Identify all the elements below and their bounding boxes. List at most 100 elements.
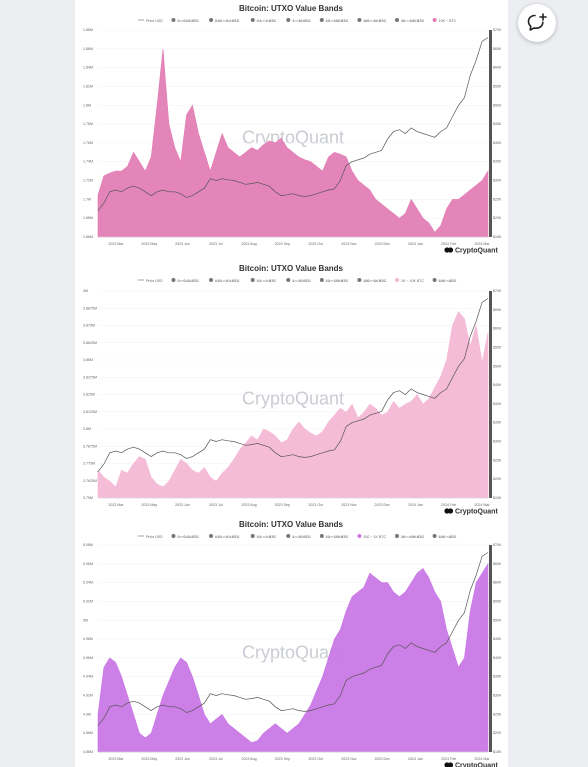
y-right-tick-label: $70K <box>493 289 502 293</box>
x-tick-label: 2023 Jun <box>175 503 190 507</box>
y-right-tick-label: $65K <box>493 47 502 51</box>
legend-item[interactable]: 0 ~ 0.01 BTC <box>171 18 199 23</box>
x-tick-label: 2023 May <box>141 242 157 246</box>
x-tick-label: 2023 Dec <box>374 757 390 761</box>
chart-svg: Bitcoin: UTXO Value Bands Price USD 0 ~ 0.… <box>83 264 502 516</box>
y-right-tick-label: $30K <box>493 440 502 444</box>
legend-item[interactable]: Price USD <box>138 19 163 23</box>
y-left-tick-label: 4.94M <box>83 675 93 679</box>
x-tick-label: 2023 Sep <box>275 503 290 507</box>
y-left-tick-label: 3.8625M <box>83 341 97 345</box>
legend-item[interactable]: 0.01 ~ 0.1 BTC <box>209 18 240 23</box>
legend-item[interactable]: 0.1 ~ 1 BTC <box>250 534 277 539</box>
chart-svg: Bitcoin: UTXO Value Bands Price USD 0 ~ 0.… <box>83 4 502 255</box>
y-left-tick-label: 1.76M <box>83 141 93 145</box>
legend-dot-swatch <box>395 534 399 538</box>
legend-label: 10 ~ 100 BTC <box>326 535 349 539</box>
y-left-tick-label: 1.66M <box>83 235 93 239</box>
comment-plus-icon <box>527 13 547 31</box>
y-right-tick-label: $25K <box>493 712 502 716</box>
legend-item[interactable]: 0.01 ~ 0.1 BTC <box>209 534 240 539</box>
legend-item[interactable]: 0 ~ 0.01 BTC <box>171 278 199 283</box>
legend-item[interactable]: 0 ~ 0.01 BTC <box>171 534 199 539</box>
y-left-tick-label: 4.92M <box>83 694 93 698</box>
legend-item[interactable]: 0.01 ~ 0.1 BTC <box>209 278 240 283</box>
legend-item[interactable]: 0.1 ~ 1 BTC <box>250 18 277 23</box>
legend-dot-swatch <box>171 278 176 282</box>
comment-plus-button[interactable] <box>518 4 556 42</box>
y-left-tick-label: 3.8125M <box>83 410 97 414</box>
y-right-tick-label: $35K <box>493 160 502 164</box>
legend-label: 10K ~ BTC <box>439 535 457 539</box>
watermark-text: CryptoQuant <box>242 389 344 409</box>
x-tick-label: 2024 Feb <box>441 503 456 507</box>
legend-item[interactable]: 100 ~ 1K BTC <box>357 534 386 539</box>
y-right-tick-label: $20K <box>493 216 502 220</box>
legend-item[interactable]: 1K ~ 10K BTC <box>395 18 424 23</box>
legend-item[interactable]: 10 ~ 100 BTC <box>319 18 349 23</box>
y-right-tick-label: $55K <box>493 599 502 603</box>
legend-item[interactable]: 1K ~ 10K BTC <box>395 278 424 283</box>
brand-mark-icon <box>447 247 454 253</box>
legend-dot-swatch <box>286 18 291 22</box>
y-right-tick-label: $45K <box>493 637 502 641</box>
legend-item[interactable]: Price USD <box>138 535 163 539</box>
x-tick-label: 2023 Nov <box>341 757 357 761</box>
legend-label: 1 ~ 10 BTC <box>292 19 311 23</box>
x-tick-label: 2023 Jul <box>209 503 223 507</box>
y-left-tick-label: 1.68M <box>83 216 93 220</box>
y-right-tick-label: $55K <box>493 345 502 349</box>
x-tick-label: 2024 Mar <box>474 242 490 246</box>
y-left-tick-label: 3.8375M <box>83 375 97 379</box>
y-right-tick-label: $25K <box>493 197 502 201</box>
x-tick-label: 2023 May <box>141 503 157 507</box>
right-axis-bar <box>489 291 492 498</box>
x-tick-label: 2024 Jan <box>408 242 423 246</box>
brand-mark-icon <box>447 508 454 514</box>
legend-dot-swatch <box>319 278 324 282</box>
legend-item[interactable]: 1 ~ 10 BTC <box>286 278 311 283</box>
legend-label: 10K ~ BTC <box>439 279 457 283</box>
legend-item[interactable]: 10 ~ 100 BTC <box>319 534 349 539</box>
legend-item[interactable]: 0.1 ~ 1 BTC <box>250 278 277 283</box>
legend-dot-swatch <box>395 278 399 282</box>
y-right-tick-label: $70K <box>493 543 502 547</box>
legend-item[interactable]: 10K ~ BTC <box>432 278 457 283</box>
y-left-tick-label: 5.08M <box>83 543 93 547</box>
legend-item[interactable]: 1 ~ 10 BTC <box>286 534 311 539</box>
y-right-tick-label: $50K <box>493 618 502 622</box>
legend-item[interactable]: 10K ~ BTC <box>432 534 457 539</box>
legend-dot-swatch <box>357 18 362 22</box>
legend-dot-swatch <box>250 278 255 282</box>
legend-dot-swatch <box>432 278 437 282</box>
y-left-tick-label: 1.8M <box>83 103 91 107</box>
x-tick-label: 2024 Jan <box>408 757 423 761</box>
legend-label: 0.01 ~ 0.1 BTC <box>215 19 240 23</box>
brand-mark-icon <box>447 762 454 767</box>
legend-dot-swatch <box>209 18 214 22</box>
y-left-tick-label: 1.84M <box>83 66 93 70</box>
legend-item[interactable]: 100 ~ 1K BTC <box>357 278 386 283</box>
legend-item[interactable]: 100 ~ 1K BTC <box>357 18 386 23</box>
brand-name: CryptoQuant <box>455 763 498 767</box>
legend-item[interactable]: 1 ~ 10 BTC <box>286 18 311 23</box>
chart-2: Bitcoin: UTXO Value Bands Price USD 0 ~ 0.… <box>75 260 508 518</box>
y-right-tick-label: $65K <box>493 308 502 312</box>
right-axis-bar <box>489 30 492 237</box>
legend-dot-swatch <box>319 534 324 538</box>
right-axis-bar <box>489 545 492 752</box>
legend-item[interactable]: 1K ~ 10K BTC <box>395 534 424 539</box>
legend-label: 0 ~ 0.01 BTC <box>177 19 199 23</box>
legend-item[interactable]: Price USD <box>138 279 163 283</box>
x-tick-label: 2023 Aug <box>241 757 256 761</box>
chart-1: Bitcoin: UTXO Value Bands Price USD 0 ~ 0.… <box>75 0 508 258</box>
y-right-tick-label: $35K <box>493 421 502 425</box>
legend-label: Price USD <box>146 535 163 539</box>
x-tick-label: 2023 Oct <box>308 242 323 246</box>
y-left-tick-label: 5M <box>83 618 88 622</box>
y-right-tick-label: $15K <box>493 235 502 239</box>
legend-dot-swatch <box>250 18 255 22</box>
legend-item[interactable]: 10K ~ BTC <box>432 18 457 23</box>
chart-title: Bitcoin: UTXO Value Bands <box>239 4 344 13</box>
legend-item[interactable]: 10 ~ 100 BTC <box>319 278 349 283</box>
